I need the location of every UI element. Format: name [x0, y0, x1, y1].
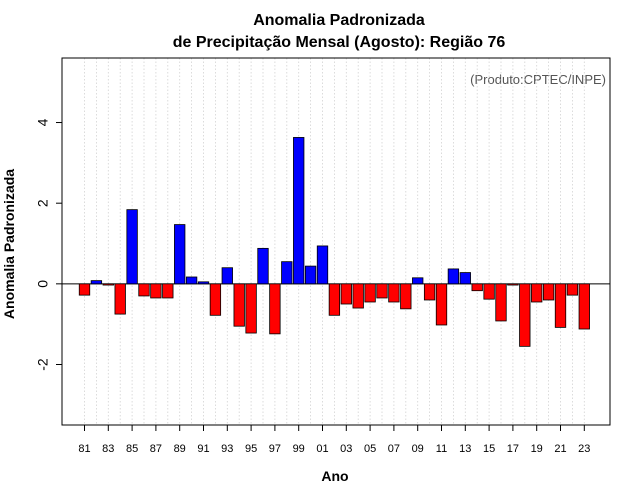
y-tick-label: -2 — [35, 358, 51, 371]
bar-2020 — [542, 283, 555, 301]
bar-2023 — [578, 283, 590, 330]
y-tick-label: 2 — [35, 199, 51, 207]
bar-1999 — [293, 137, 305, 285]
x-tick-label: 17 — [507, 443, 519, 455]
bar-2015 — [483, 283, 495, 300]
x-tick-label: 13 — [459, 443, 471, 455]
x-tick-label: 15 — [483, 443, 495, 455]
bar-1993 — [221, 267, 233, 285]
x-tick-label: 89 — [174, 443, 186, 455]
bar-1997 — [269, 283, 281, 335]
chart-title-line-1: Anomalia Padronizada — [253, 12, 425, 29]
bar-2019 — [531, 283, 543, 303]
bar-1994 — [233, 283, 245, 327]
bar-2012 — [447, 268, 460, 285]
gridlines — [84, 58, 585, 425]
bar-1984 — [114, 283, 126, 315]
bar-2004 — [352, 283, 364, 309]
bar-2010 — [423, 283, 436, 301]
bar-2011 — [435, 283, 448, 326]
x-tick-label: 83 — [102, 443, 114, 455]
bar-2018 — [519, 283, 531, 347]
bar-2013 — [459, 272, 471, 285]
bar-1991 — [197, 281, 210, 285]
x-tick-label: 07 — [388, 443, 400, 455]
y-tick-label: 0 — [35, 280, 51, 288]
x-tick-label: 09 — [412, 443, 424, 455]
bar-1981 — [78, 283, 91, 296]
bar-2017 — [507, 283, 519, 286]
x-axis-title: Ano — [321, 468, 348, 484]
x-tick-label: 11 — [436, 443, 447, 455]
x-tick-label: 03 — [340, 443, 352, 455]
x-tick-label: 21 — [554, 443, 566, 455]
bar-1998 — [281, 261, 293, 285]
bar-1983 — [102, 283, 114, 286]
bar-2021 — [554, 283, 567, 328]
bar-2014 — [471, 283, 483, 292]
bar-1992 — [209, 283, 222, 316]
bar-2005 — [364, 283, 376, 303]
bar-2000 — [304, 265, 317, 285]
source-annotation: (Produto:CPTEC/INPE) — [470, 72, 606, 87]
bar-2001 — [316, 245, 329, 285]
chart-title-line-2: de Precipitação Mensal (Agosto): Região … — [173, 34, 506, 51]
bar-2009 — [412, 277, 424, 285]
y-axis-title: Anomalia Padronizada — [1, 169, 17, 319]
x-tick-label: 99 — [293, 443, 305, 455]
bar-2002 — [328, 283, 341, 316]
x-tick-label: 85 — [126, 443, 138, 455]
bar-1985 — [126, 209, 138, 285]
bar-1988 — [162, 283, 174, 299]
bar-1990 — [185, 276, 198, 285]
bar-1987 — [150, 283, 162, 299]
bar-2022 — [566, 283, 579, 296]
y-axis: -2 0 2 4 — [35, 118, 62, 371]
bar-2006 — [376, 283, 388, 299]
x-tick-label: 95 — [245, 443, 257, 455]
x-tick-label: 81 — [78, 443, 90, 455]
x-tick-label: 01 — [316, 443, 328, 455]
bar-1995 — [245, 283, 257, 334]
x-tick-label: 93 — [221, 443, 233, 455]
x-tick-label: 87 — [150, 443, 162, 455]
bar-1996 — [257, 247, 269, 285]
x-tick-label: 05 — [364, 443, 376, 455]
x-tick-label: 19 — [531, 443, 543, 455]
bars — [78, 137, 590, 347]
bar-1982 — [90, 280, 103, 285]
bar-1986 — [138, 283, 150, 297]
y-tick-label: 4 — [35, 118, 51, 126]
x-axis: 81 83 85 87 89 91 93 95 97 99 01 03 05 07 09 11 13 15 17 19… — [78, 425, 590, 455]
bar-1989 — [174, 224, 186, 285]
bar-2003 — [340, 283, 352, 305]
bar-2016 — [495, 283, 507, 322]
x-tick-label: 97 — [269, 443, 281, 455]
bar-2007 — [388, 283, 400, 303]
bar-2008 — [400, 283, 412, 310]
x-tick-label: 91 — [197, 443, 209, 455]
plot-frame — [61, 57, 611, 426]
x-tick-label: 23 — [578, 443, 590, 455]
